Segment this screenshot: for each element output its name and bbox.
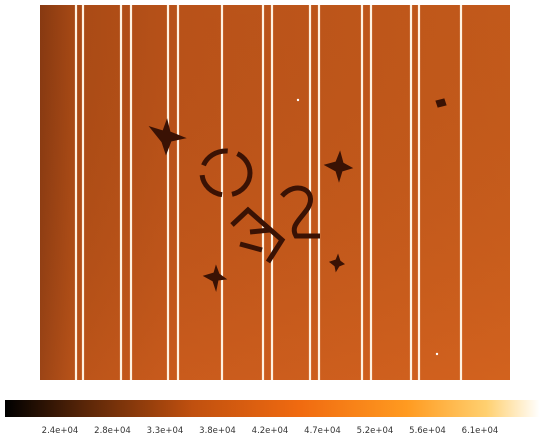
colorbar-label: 4.2e+04 [252, 426, 289, 436]
colorbar [5, 400, 540, 417]
colorbar-label: 5.6e+04 [409, 426, 446, 436]
colorbar-labels: 2.4e+04 2.8e+04 3.3e+04 3.8e+04 4.2e+04 4.7e+… [42, 426, 499, 436]
colorbar-label: 3.3e+04 [147, 426, 184, 436]
colorbar-label: 3.8e+04 [199, 426, 236, 436]
colorbar-label: 6.1e+04 [462, 426, 499, 436]
image-shade [40, 5, 510, 380]
colorbar-label: 5.2e+04 [357, 426, 394, 436]
colorbar-label: 4.7e+04 [304, 426, 341, 436]
colorbar-label: 2.4e+04 [42, 426, 79, 436]
hot-pixel [436, 353, 438, 355]
image-viewer: 2.4e+04 2.8e+04 3.3e+04 3.8e+04 4.2e+04 4.7e+… [0, 0, 542, 438]
blob-shape [436, 99, 446, 107]
page: {"colorbar": {"labels": ["2.4e+04", "2.8… [0, 0, 542, 438]
colorbar-label: 2.8e+04 [94, 426, 131, 436]
hot-pixel [297, 99, 299, 101]
detector-image [40, 5, 510, 380]
